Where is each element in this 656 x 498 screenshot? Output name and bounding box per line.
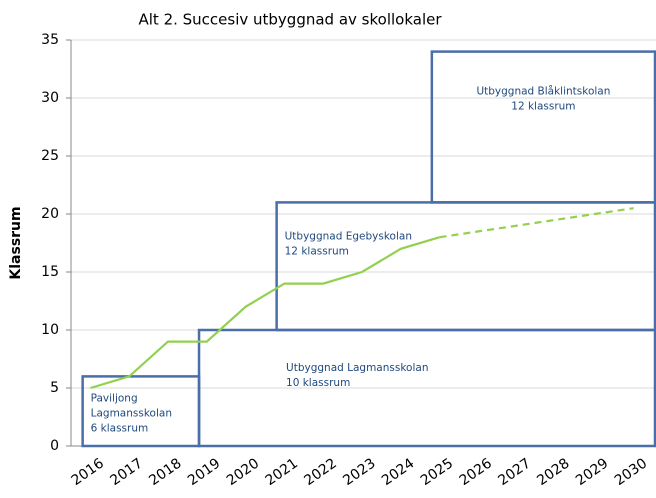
box-label: Lagmansskolan — [91, 407, 172, 419]
y-axis-label: Klassrum — [8, 206, 24, 279]
x-tick-label: 2023 — [340, 455, 378, 489]
x-tick-label: 2016 — [69, 455, 107, 489]
box-label: 10 klassrum — [286, 377, 350, 389]
y-tick-label: 30 — [41, 90, 59, 106]
x-tick-label: 2020 — [224, 455, 262, 489]
capacity-box — [430, 50, 656, 204]
x-tick-label: 2019 — [185, 455, 223, 489]
box-label: 6 klassrum — [91, 422, 149, 434]
x-tick-label: 2025 — [418, 455, 456, 489]
y-tick-label: 10 — [41, 322, 59, 338]
box-label: Utbyggnad Egebyskolan — [285, 230, 412, 242]
box-label: Utbyggnad Blåklintskolan — [476, 85, 610, 98]
box-label: 12 klassrum — [285, 245, 349, 257]
x-tick-label: 2030 — [612, 455, 650, 489]
series-line — [439, 207, 634, 239]
x-tick-label: 2018 — [146, 455, 184, 489]
x-tick-label: 2028 — [534, 455, 572, 489]
x-tick-label: 2017 — [107, 455, 145, 489]
y-tick-label: 15 — [41, 264, 59, 280]
x-tick-label: 2029 — [573, 455, 611, 489]
y-tick-label: 35 — [41, 32, 59, 48]
x-tick-label: 2026 — [457, 455, 495, 489]
y-tick-label: 5 — [50, 380, 59, 396]
x-tick-label: 2024 — [379, 455, 417, 489]
y-tick-label: 20 — [41, 206, 59, 222]
x-tick-label: 2021 — [263, 455, 301, 489]
x-tick-label: 2027 — [495, 455, 533, 489]
series-line — [90, 236, 440, 390]
capacity-box — [275, 201, 656, 332]
box-label: Paviljong — [91, 392, 138, 404]
box-label: Utbyggnad Lagmansskolan — [286, 362, 428, 374]
box-label: 12 klassrum — [511, 101, 575, 113]
y-tick-label: 0 — [50, 438, 59, 454]
x-tick-label: 2022 — [301, 455, 339, 489]
chart-title: Alt 2. Succesiv utbyggnad av skollokaler — [138, 11, 442, 29]
y-tick-label: 25 — [41, 148, 59, 164]
